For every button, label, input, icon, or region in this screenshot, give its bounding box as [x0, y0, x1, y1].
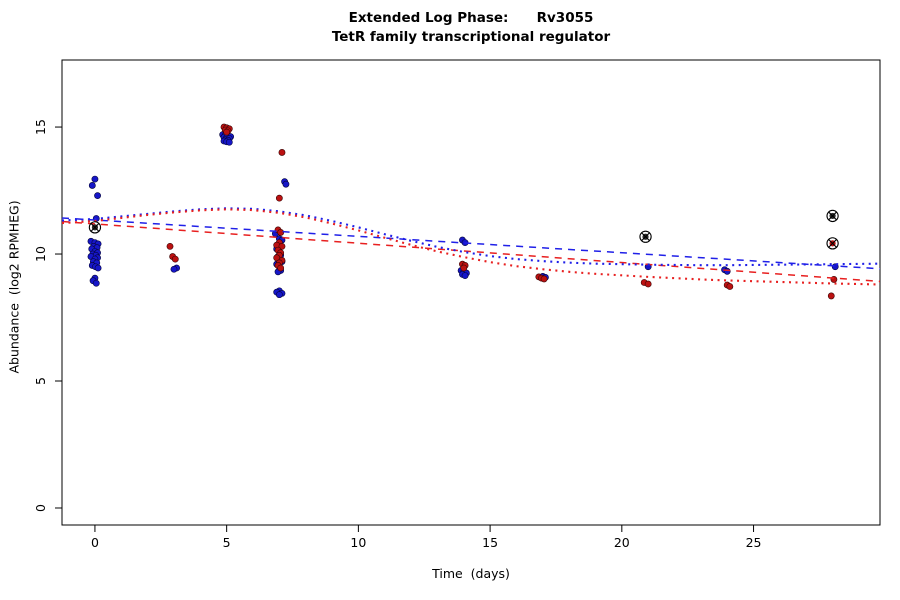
condition-blue-points: [94, 264, 102, 272]
condition-blue-points: [275, 291, 283, 299]
condition-red-points: [277, 264, 285, 272]
outlier-x-icon: [641, 232, 650, 242]
x-tick-label: 25: [746, 535, 762, 550]
red-smooth-fit-dotted: [61, 208, 881, 286]
condition-blue-points: [170, 265, 178, 273]
condition-red-points: [275, 194, 283, 202]
outlier-x-icon: [828, 211, 837, 221]
condition-blue-points: [282, 180, 290, 188]
condition-blue-points: [461, 272, 469, 280]
outlier-x-icon: [828, 238, 837, 248]
condition-red-points: [166, 243, 174, 250]
condition-blue-points: [91, 175, 99, 183]
x-axis-label: Time (days): [432, 566, 510, 581]
outlier-x-icon: [90, 222, 100, 232]
condition-blue-points: [723, 267, 731, 275]
condition-red-points: [223, 128, 231, 136]
chart-title: Extended Log Phase: Rv3055: [348, 10, 594, 26]
x-tick-label: 10: [350, 535, 366, 550]
x-tick-label: 0: [91, 535, 99, 550]
condition-red-points: [726, 283, 734, 290]
condition-red-points: [460, 264, 468, 272]
y-tick-label: 15: [33, 119, 48, 135]
condition-red-points: [827, 292, 835, 300]
x-tick-label: 20: [614, 535, 630, 550]
blue-smooth-fit-dotted: [61, 207, 881, 267]
y-axis-label: Abundance (log2 RPMHEG): [6, 200, 22, 374]
condition-red-points: [540, 275, 548, 283]
condition-red-points: [278, 149, 286, 156]
y-tick-label: 5: [33, 377, 48, 385]
condition-blue-points: [88, 182, 96, 189]
chart-subtitle: TetR family transcriptional regulator: [331, 29, 611, 45]
condition-red-points: [171, 255, 179, 263]
plot-frame: [61, 59, 881, 526]
condition-blue-points: [92, 279, 100, 287]
condition-blue-points: [225, 138, 233, 146]
condition-red-points: [277, 229, 285, 236]
condition-blue-points: [94, 192, 101, 200]
x-tick-label: 15: [482, 535, 498, 550]
red-linear-fit-dashed: [61, 220, 881, 283]
outlier-circle-icon: [88, 221, 102, 234]
condition-red-points: [644, 280, 652, 288]
outlier-circle-icon: [826, 209, 839, 223]
x-tick-label: 5: [223, 535, 231, 550]
outlier-circle-icon: [826, 237, 839, 250]
outlier-circle-icon: [639, 230, 652, 243]
blue-linear-fit-dashed: [61, 217, 881, 270]
y-tick-label: 10: [33, 246, 48, 262]
y-tick-label: 0: [33, 504, 48, 512]
